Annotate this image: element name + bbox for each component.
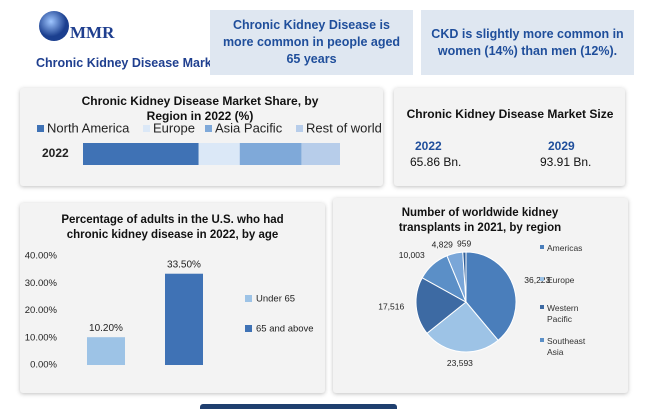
data-label: 17,516	[378, 302, 404, 312]
bar-segment	[301, 143, 340, 165]
legend-swatch	[540, 338, 544, 342]
pie-slice	[426, 301, 499, 353]
bar	[165, 273, 203, 365]
y-tick-label: 30.00%	[25, 278, 58, 289]
panel-title: Chronic Kidney Disease Market Size	[406, 107, 614, 121]
bar-segment	[198, 143, 240, 165]
legend-label: Western Pacific	[547, 303, 579, 324]
y-tick-label: 20.00%	[25, 305, 58, 316]
year: 2029	[548, 139, 575, 153]
legend-label: Asia Pacific	[215, 120, 283, 135]
chart-title: Number of worldwide kidney transplants i…	[398, 207, 562, 234]
globe	[39, 11, 69, 41]
size-value: 65.86 Bn.	[410, 155, 462, 169]
bar	[87, 337, 125, 365]
pie-slice	[462, 251, 467, 303]
legend-swatch	[540, 305, 544, 309]
legend-swatch	[296, 125, 303, 132]
logo-text: MMR	[70, 23, 115, 42]
year: 2022	[415, 139, 442, 153]
bar-segment	[239, 143, 302, 165]
pie-slice	[465, 251, 517, 342]
legend-label: Under 65	[256, 294, 295, 305]
category-label: 2022	[42, 146, 69, 160]
legend-label: Rest of world	[306, 120, 382, 135]
value-label: 33.50%	[167, 259, 201, 270]
data-label: 10,003	[399, 250, 425, 260]
logo: MMR	[39, 11, 115, 42]
panel	[20, 88, 383, 186]
page-title: Chronic Kidney Disease Market	[36, 56, 223, 70]
size-value: 93.91 Bn.	[540, 155, 592, 169]
legend-label: 65 and above	[256, 324, 314, 335]
fact: Chronic Kidney Disease is more common in…	[210, 10, 413, 75]
y-tick-label: 10.00%	[25, 332, 58, 343]
legend-swatch	[37, 125, 44, 132]
chart-title: Percentage of adults in the U.S. who had…	[61, 214, 284, 241]
value-label: 10.20%	[89, 323, 123, 334]
button[interactable]	[200, 404, 397, 409]
panel	[394, 88, 625, 186]
legend-swatch	[245, 295, 252, 302]
legend-swatch	[245, 325, 252, 332]
legend-swatch	[540, 277, 544, 281]
fact: CKD is slightly more common in women (14…	[421, 10, 634, 75]
legend-swatch	[540, 245, 544, 249]
data-label: 4,829	[432, 240, 454, 250]
pie-slice	[415, 277, 467, 335]
y-tick-label: 40.00%	[25, 251, 58, 262]
bar-segment	[83, 143, 199, 165]
legend-swatch	[143, 125, 150, 132]
legend-label: Europe	[547, 275, 575, 285]
data-label: 959	[457, 238, 471, 248]
y-tick-label: 0.00%	[30, 360, 57, 371]
data-label: 36,223	[524, 275, 550, 285]
data-label: 23,593	[447, 358, 473, 368]
legend-label: Europe	[153, 120, 195, 135]
legend-label: North America	[47, 120, 130, 135]
legend-label: Southeast Asia	[547, 336, 586, 357]
legend-swatch	[205, 125, 212, 132]
chart-title: Chronic Kidney Disease Market Share, by …	[81, 94, 319, 123]
legend-label: Americas	[547, 243, 583, 253]
